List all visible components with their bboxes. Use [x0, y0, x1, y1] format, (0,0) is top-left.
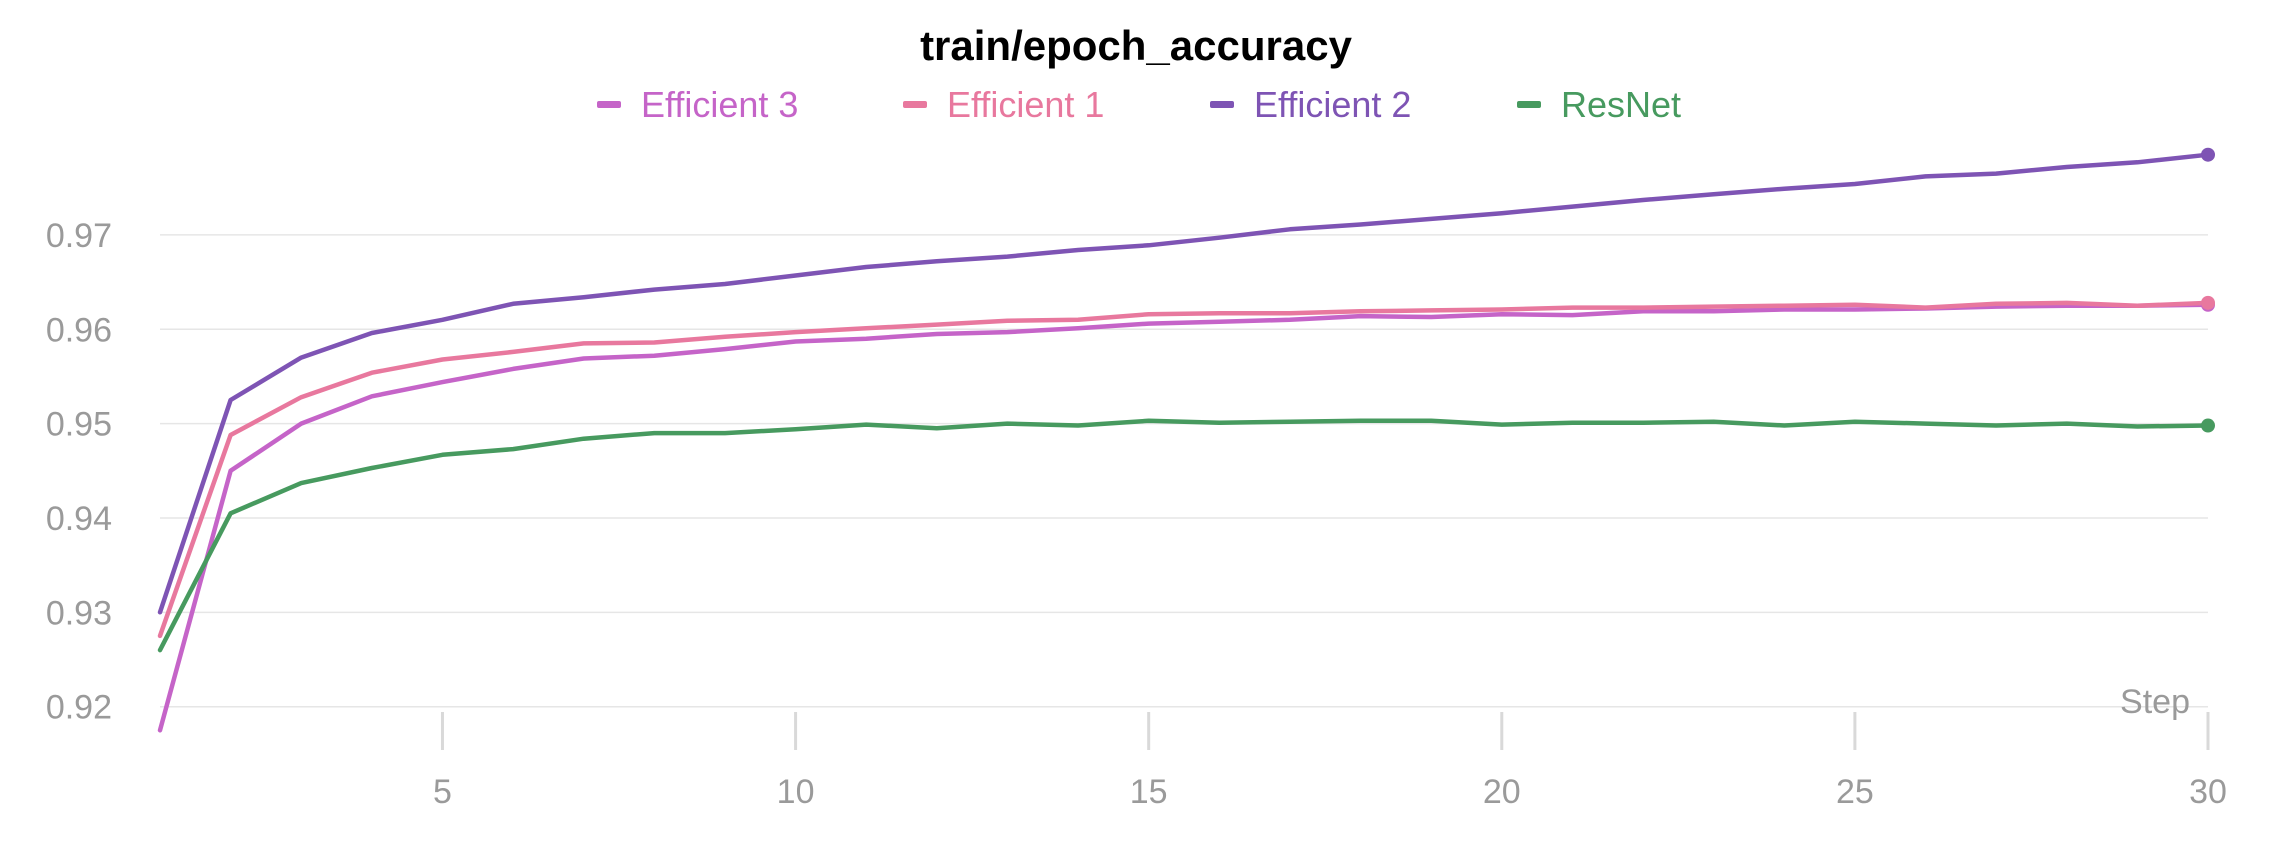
- series-end-point: [2201, 418, 2215, 433]
- legend-item[interactable]: Efficient 3: [597, 84, 798, 125]
- legend-item[interactable]: Efficient 2: [1210, 84, 1411, 125]
- y-tick-label: 0.93: [46, 594, 112, 632]
- legend-label: Efficient 2: [1254, 84, 1411, 125]
- x-tick-label: 30: [2189, 773, 2227, 811]
- x-tick-label: 15: [1130, 773, 1168, 811]
- x-tick-label: 10: [777, 773, 815, 811]
- legend-label: Efficient 3: [641, 84, 798, 125]
- y-tick-label: 0.97: [46, 217, 112, 255]
- y-tick-label: 0.96: [46, 311, 112, 349]
- chart-title: train/epoch_accuracy: [920, 22, 1353, 69]
- series-end-point: [2201, 295, 2215, 310]
- legend-item[interactable]: Efficient 1: [903, 84, 1104, 125]
- legend-swatch: [597, 101, 621, 108]
- x-tick-label: 25: [1836, 773, 1874, 811]
- y-tick-label: 0.95: [46, 406, 112, 444]
- y-tick-label: 0.94: [46, 500, 112, 538]
- series-line: [157, 418, 2211, 653]
- y-tick-label: 0.92: [46, 689, 112, 727]
- legend: Efficient 3 Efficient 1 Efficient 2 ResNet: [597, 84, 1681, 125]
- series-lines: [157, 147, 2215, 733]
- legend-swatch: [1517, 101, 1541, 108]
- series-line: [157, 302, 2211, 733]
- series-line: [157, 152, 2211, 615]
- legend-label: ResNet: [1561, 84, 1681, 125]
- series-end-point: [2201, 147, 2215, 162]
- x-axis-label: Step: [2120, 683, 2190, 721]
- y-axis: 0.92 0.93 0.94 0.95 0.96 0.97: [46, 217, 112, 727]
- x-tick-label: 5: [433, 773, 452, 811]
- x-axis: 5 10 15 20 25 30: [433, 712, 2227, 811]
- gridlines: [160, 234, 2208, 708]
- legend-label: Efficient 1: [947, 84, 1104, 125]
- x-tick-label: 20: [1483, 773, 1521, 811]
- legend-item[interactable]: ResNet: [1517, 84, 1681, 125]
- legend-swatch: [1210, 101, 1234, 108]
- legend-swatch: [903, 101, 927, 108]
- series-line: [157, 300, 2211, 639]
